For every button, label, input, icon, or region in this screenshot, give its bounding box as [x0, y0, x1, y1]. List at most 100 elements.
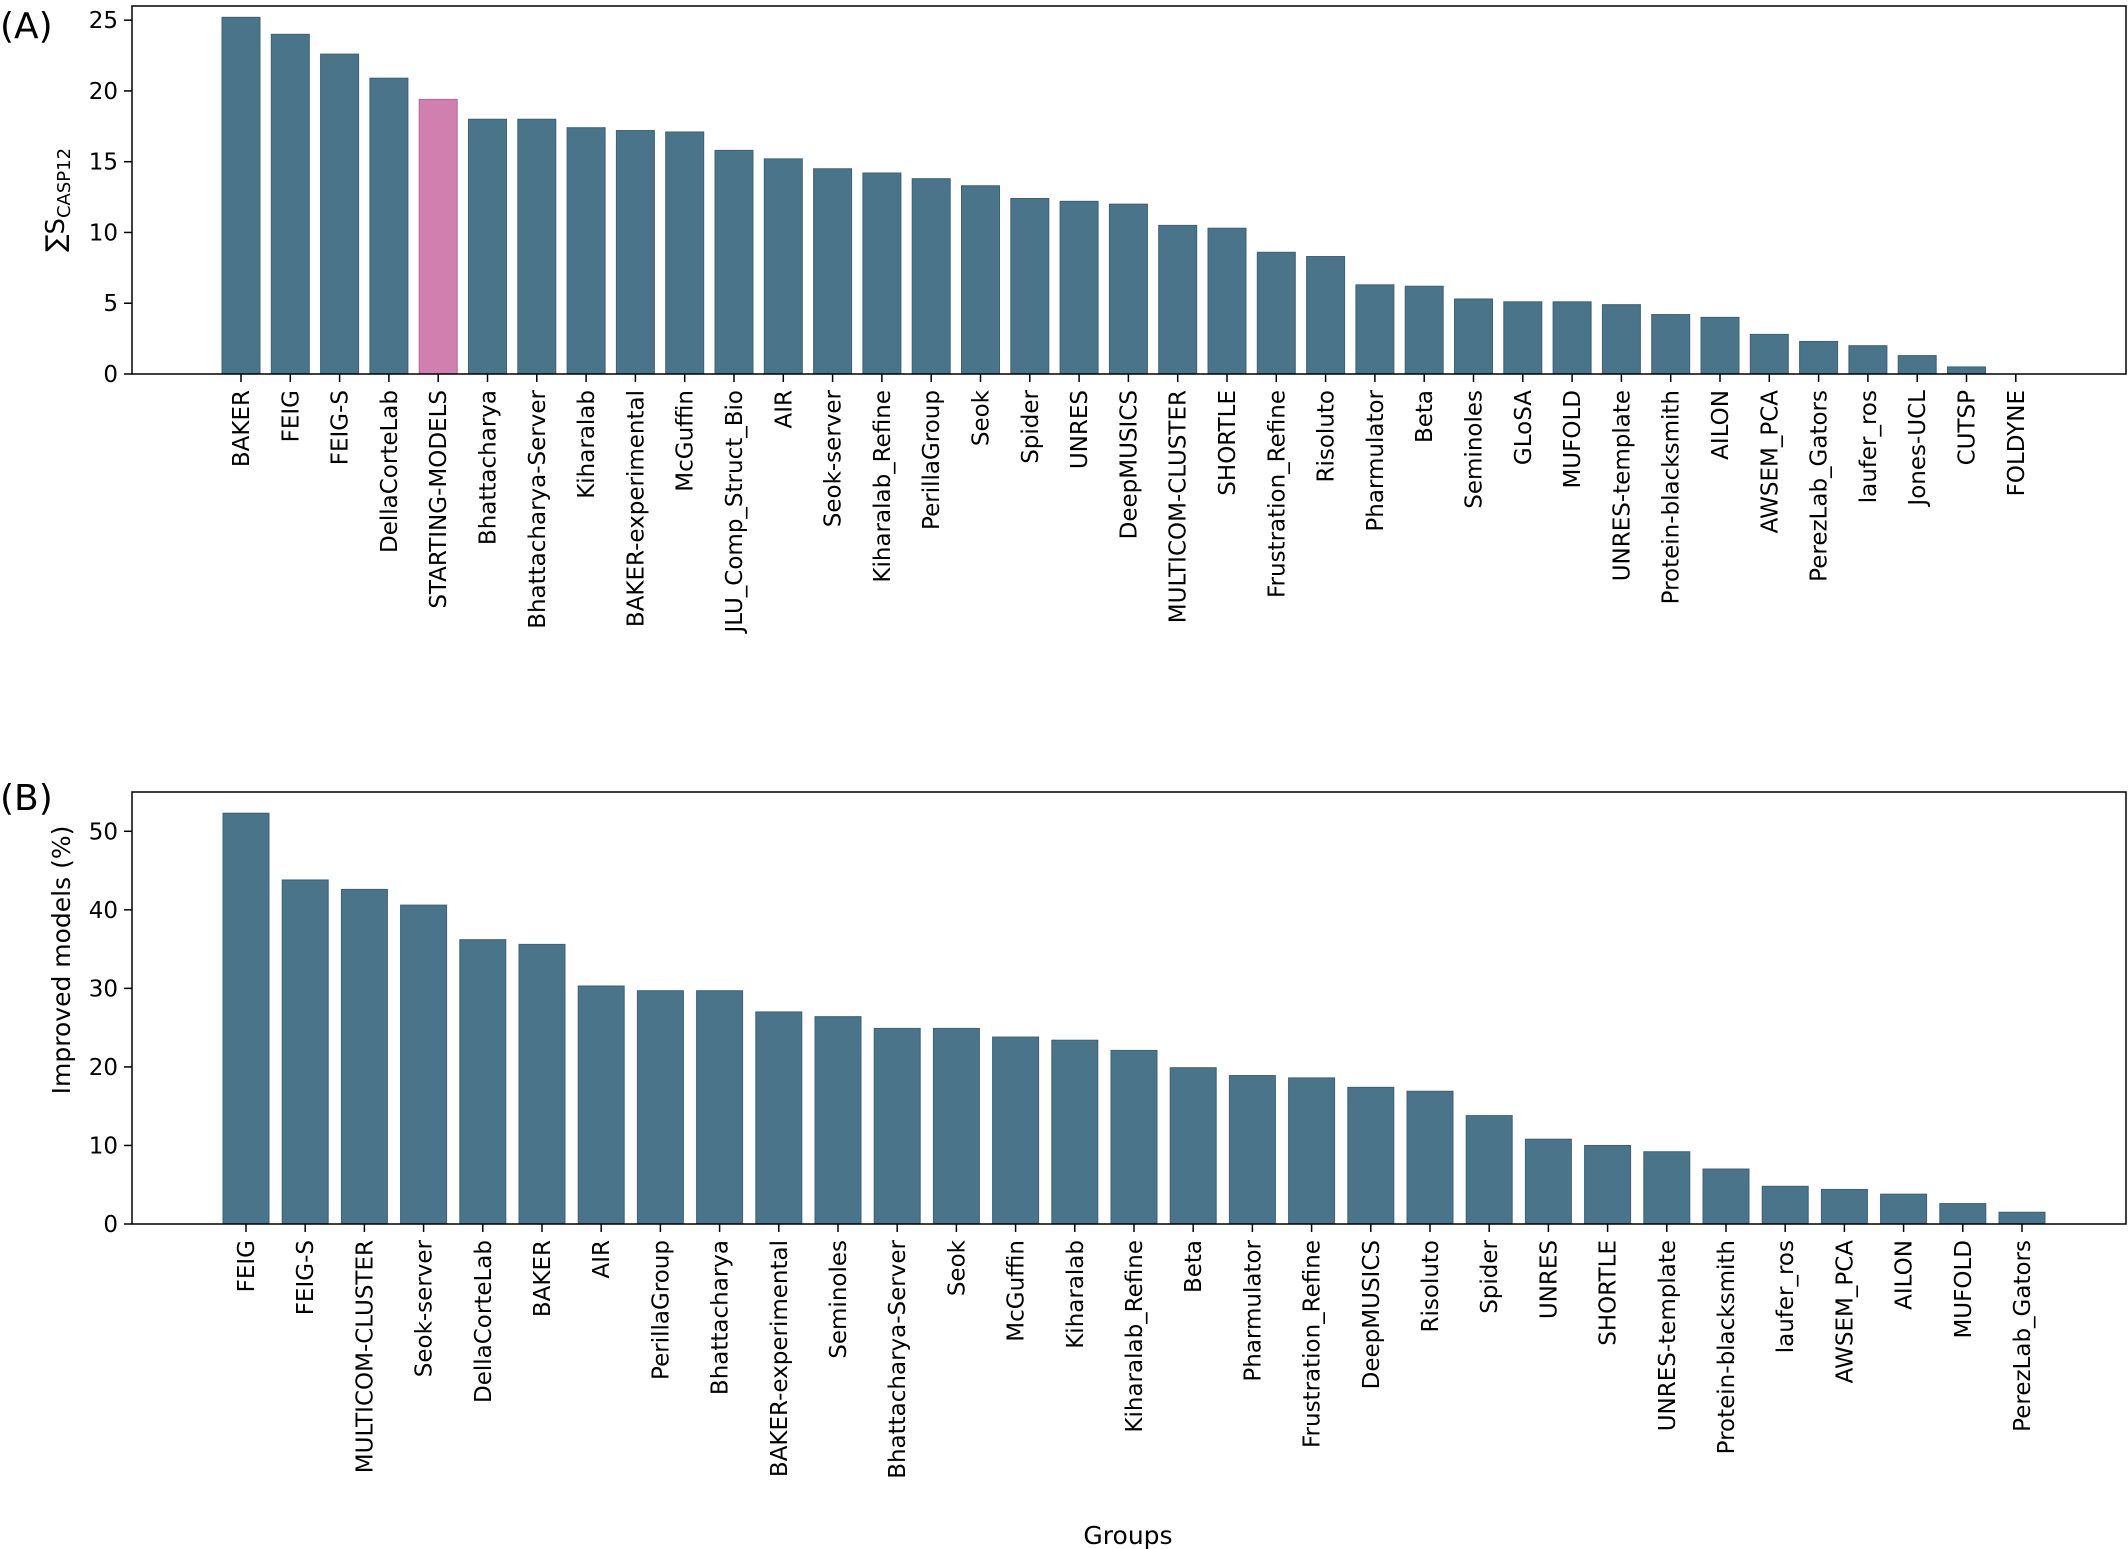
- x-tick-label: AWSEM_PCA: [1832, 1240, 1858, 1384]
- x-tick-label: BAKER: [530, 1240, 556, 1317]
- bar: [1465, 1115, 1513, 1225]
- bar: [1110, 1049, 1158, 1225]
- x-tick-label: Bhattacharya-Server: [525, 389, 551, 628]
- x-tick-label: Protein-blacksmith: [1659, 390, 1685, 604]
- x-tick-label: DeepMUSICS: [1359, 1240, 1385, 1389]
- bar: [932, 1027, 980, 1225]
- bar: [615, 130, 655, 375]
- x-tick-label: AWSEM_PCA: [1757, 390, 1783, 534]
- panel-label-b: (B): [0, 778, 53, 819]
- x-tick-label: McGuffin: [673, 390, 699, 492]
- bar: [1169, 1067, 1217, 1225]
- bar: [1897, 355, 1937, 375]
- x-tick-label: Kiharalab: [1063, 1240, 1089, 1349]
- bar: [873, 1027, 921, 1225]
- x-tick-label: Beta: [1181, 1240, 1207, 1293]
- x-tick-label: MULTICOM-CLUSTER: [352, 1240, 378, 1473]
- x-tick-label: STARTING-MODELS: [426, 390, 452, 609]
- x-tick-label: UNRES-template: [1609, 390, 1635, 581]
- x-tick-label: FOLDYNE: [2004, 390, 2030, 496]
- x-tick-label: Kiharalab_Refine: [1122, 1240, 1148, 1433]
- bar: [221, 16, 261, 375]
- bar: [714, 149, 754, 375]
- x-tick-label: BAKER-experimental: [623, 390, 649, 627]
- bar: [961, 185, 1000, 375]
- bar: [270, 33, 310, 375]
- x-tick-label: FEIG: [278, 390, 304, 442]
- x-tick-labels-b: FEIG FEIG-S MULTICOM-CLUSTER Seok-server Del…: [234, 1224, 2036, 1479]
- bar: [281, 879, 329, 1225]
- y-axis-title-a-sub: CASP12: [54, 148, 75, 218]
- bar: [1406, 1090, 1454, 1225]
- bar: [1207, 227, 1247, 375]
- bar: [1820, 1188, 1868, 1225]
- bar: [418, 98, 458, 375]
- bar: [459, 939, 507, 1225]
- y-ticks-b: 0 10 20 30 40 50: [89, 819, 132, 1238]
- bar: [1651, 314, 1691, 375]
- bar: [813, 168, 853, 375]
- bar: [1700, 316, 1740, 375]
- bar: [1355, 284, 1395, 375]
- x-tick-label: McGuffin: [1004, 1240, 1030, 1342]
- bar: [1601, 304, 1641, 375]
- bar: [518, 943, 566, 1225]
- x-tick-label: JLU_Comp_Struct_Bio: [722, 390, 748, 634]
- bar: [665, 131, 705, 375]
- y-tick-label: 15: [89, 150, 118, 176]
- x-tick-label: Protein-blacksmith: [1714, 1240, 1740, 1454]
- bar: [566, 127, 606, 375]
- bar: [1524, 1138, 1572, 1225]
- bar: [911, 178, 951, 375]
- x-tick-label: MULTICOM-CLUSTER: [1166, 390, 1192, 623]
- x-tick-label: Kiharalab_Refine: [870, 390, 896, 583]
- bar: [1503, 301, 1543, 375]
- x-tick-label: FEIG-S: [293, 1240, 319, 1315]
- x-tick-label: FEIG-S: [328, 390, 354, 465]
- y-axis-title-a-main: ∑S: [41, 218, 71, 252]
- bar: [1939, 1203, 1987, 1225]
- bar: [340, 888, 388, 1225]
- bars-a: [221, 16, 1986, 375]
- bar: [577, 985, 625, 1225]
- bar: [1584, 1144, 1632, 1225]
- y-tick-label: 40: [89, 898, 118, 924]
- x-tick-label: CUTSP: [1955, 390, 1981, 466]
- x-tick-label: Risoluto: [1418, 1240, 1444, 1332]
- bar: [1702, 1168, 1750, 1225]
- y-tick-label: 0: [103, 362, 118, 388]
- bar: [755, 1011, 803, 1225]
- bar: [1059, 200, 1099, 375]
- bar: [636, 990, 684, 1225]
- x-tick-label: Frustration_Refine: [1264, 390, 1290, 598]
- y-tick-label: 20: [89, 79, 118, 105]
- x-tick-label: Seok-server: [821, 389, 847, 527]
- bar: [992, 1036, 1040, 1225]
- x-tick-label: UNRES-template: [1655, 1240, 1681, 1431]
- y-tick-label: 0: [103, 1212, 118, 1238]
- bar: [400, 904, 448, 1225]
- x-axis-title-b: Groups: [1083, 1521, 1172, 1549]
- x-tick-label: Bhattacharya: [708, 1240, 734, 1395]
- x-tick-label: AIR: [771, 390, 797, 429]
- x-tick-label: Seminoles: [826, 1240, 852, 1359]
- bar: [1643, 1151, 1691, 1225]
- x-tick-label: MUFOLD: [1951, 1240, 1977, 1339]
- y-tick-label: 25: [89, 8, 118, 34]
- bar: [1158, 224, 1198, 375]
- bar: [1347, 1086, 1395, 1225]
- x-tick-label: AIR: [589, 1240, 615, 1279]
- bar: [763, 158, 803, 375]
- x-tick-label: UNRES: [1536, 1240, 1562, 1319]
- x-tick-label: Seok: [944, 1239, 970, 1296]
- x-tick-label: DeepMUSICS: [1116, 390, 1142, 539]
- x-tick-label: Spider: [1018, 389, 1044, 463]
- bar: [862, 172, 902, 375]
- x-tick-label: SHORTLE: [1596, 1240, 1622, 1346]
- x-tick-label: Bhattacharya: [476, 390, 502, 545]
- x-tick-label: GLoSA: [1511, 390, 1537, 465]
- x-tick-label: SHORTLE: [1215, 390, 1241, 496]
- bar: [1799, 340, 1839, 375]
- bar: [1404, 285, 1444, 375]
